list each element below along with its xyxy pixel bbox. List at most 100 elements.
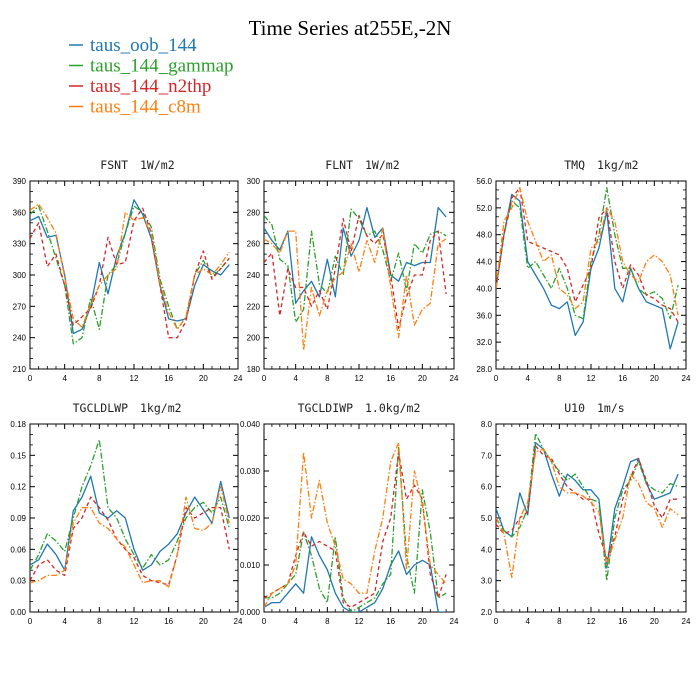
- x-tick-label: 0: [494, 617, 499, 626]
- y-tick-label: 48.0: [476, 231, 492, 240]
- panel-title: FLNT: [325, 158, 353, 172]
- y-tick-label: 260: [247, 240, 261, 249]
- series-line-taus_oob_144: [264, 536, 447, 612]
- y-tick-label: 220: [247, 302, 261, 311]
- y-tick-label: 0.18: [10, 420, 26, 429]
- x-tick-label: 16: [618, 617, 627, 626]
- series-line-taus_144_c8m: [496, 187, 679, 316]
- panel-units: 1kg/m2: [597, 158, 639, 172]
- series-line-taus_144_c8m: [30, 203, 230, 330]
- x-tick-label: 8: [325, 374, 330, 383]
- y-tick-label: 40.0: [476, 284, 492, 293]
- panel-fsnt: FSNT 1W/m2 210 240 270 300 330 360 390 0 4 8 12 16 20 2…: [13, 158, 243, 383]
- x-tick-label: 4: [525, 617, 530, 626]
- plot-frame: [495, 423, 687, 613]
- panel-tgcldlwp: TGCLDLWP 1kg/m2 0.00 0.03 0.06 0.09 0.12 0.15 0.…: [10, 401, 243, 626]
- y-tick-label: 5.0: [481, 514, 493, 523]
- panel-u10: U10 1m/s 2.0 3.0 4.0 5.0 6.0 7.0 8.0 0 4 8 12 16 20 24: [481, 401, 691, 626]
- x-tick-label: 24: [682, 617, 691, 626]
- panel-title: TGCLDIWP: [298, 401, 353, 415]
- y-tick-label: 0.040: [240, 420, 261, 429]
- y-tick-label: 8.0: [481, 420, 493, 429]
- y-tick-label: 210: [13, 365, 27, 374]
- plot-frame: [29, 423, 239, 613]
- x-tick-label: 8: [97, 617, 102, 626]
- panel-title: TMQ: [564, 158, 585, 172]
- series-line-taus_144_gammap: [30, 439, 230, 571]
- series-line-taus_144_c8m: [30, 486, 230, 588]
- panel-units: 1W/m2: [140, 158, 175, 172]
- series-line-taus_144_n2thp: [496, 187, 679, 323]
- legend-entry: taus_144_c8m: [90, 97, 201, 118]
- x-tick-label: 0: [494, 374, 499, 383]
- y-tick-label: 390: [13, 177, 27, 186]
- y-tick-label: 200: [247, 334, 261, 343]
- x-tick-label: 20: [199, 374, 208, 383]
- series-line-taus_144_n2thp: [30, 207, 230, 339]
- panel-units: 1.0kg/m2: [365, 401, 420, 415]
- plot-frame: [263, 423, 455, 613]
- y-tick-label: 0.00: [10, 608, 26, 617]
- series-line-taus_144_gammap: [496, 187, 679, 320]
- legend-entry: taus_oob_144: [90, 35, 197, 56]
- x-tick-label: 20: [650, 617, 659, 626]
- panel-tgcldiwp: TGCLDIWP 1.0kg/m2 0.000 0.010 0.020 0.030 0.04…: [240, 401, 459, 626]
- panel-title: U10: [564, 401, 585, 415]
- y-tick-label: 180: [247, 365, 261, 374]
- x-tick-label: 24: [234, 617, 243, 626]
- series-line-taus_144_gammap: [264, 446, 447, 612]
- x-tick-label: 8: [557, 374, 562, 383]
- series-line-taus_144_gammap: [264, 208, 447, 323]
- series-line-taus_144_n2thp: [30, 496, 230, 586]
- x-tick-label: 24: [234, 374, 243, 383]
- x-tick-label: 12: [130, 374, 139, 383]
- x-tick-label: 20: [650, 374, 659, 383]
- legend: taus_oob_144taus_144_gammaptaus_144_n2th…: [69, 35, 234, 118]
- y-tick-label: 0.03: [10, 577, 26, 586]
- series-line-taus_144_n2thp: [264, 451, 447, 608]
- y-tick-label: 0.09: [10, 514, 26, 523]
- y-tick-label: 56.0: [476, 177, 492, 186]
- y-tick-label: 270: [13, 302, 27, 311]
- panel-units: 1kg/m2: [140, 401, 182, 415]
- x-tick-label: 0: [28, 374, 33, 383]
- y-tick-label: 300: [247, 177, 261, 186]
- y-tick-label: 44.0: [476, 258, 492, 267]
- y-tick-label: 3.0: [481, 577, 493, 586]
- y-tick-label: 0.12: [10, 483, 26, 492]
- series-line-taus_oob_144: [30, 475, 230, 571]
- x-tick-label: 4: [525, 374, 530, 383]
- y-tick-label: 36.0: [476, 311, 492, 320]
- x-tick-label: 8: [325, 617, 330, 626]
- x-tick-label: 24: [450, 617, 459, 626]
- y-tick-label: 4.0: [481, 545, 493, 554]
- y-tick-label: 7.0: [481, 451, 493, 460]
- y-tick-label: 28.0: [476, 365, 492, 374]
- y-tick-label: 0.030: [240, 467, 261, 476]
- x-tick-label: 12: [587, 374, 596, 383]
- legend-entry: taus_144_gammap: [90, 56, 234, 77]
- y-tick-label: 0.06: [10, 545, 26, 554]
- y-tick-label: 280: [247, 208, 261, 217]
- figure-title: Time Series at255E,-2N: [249, 16, 452, 40]
- series-line-taus_144_n2thp: [264, 214, 447, 329]
- x-tick-label: 16: [164, 617, 173, 626]
- series-line-taus_144_c8m: [496, 448, 679, 579]
- series-line-taus_144_c8m: [264, 227, 447, 351]
- x-tick-label: 12: [587, 617, 596, 626]
- x-tick-label: 0: [28, 617, 33, 626]
- x-tick-label: 8: [97, 374, 102, 383]
- x-tick-label: 0: [262, 374, 267, 383]
- y-tick-label: 6.0: [481, 483, 493, 492]
- x-tick-label: 4: [62, 374, 67, 383]
- x-tick-label: 4: [293, 617, 298, 626]
- y-tick-label: 0.010: [240, 561, 261, 570]
- x-tick-label: 16: [164, 374, 173, 383]
- series-line-taus_oob_144: [264, 206, 447, 304]
- y-tick-label: 2.0: [481, 608, 493, 617]
- panel-units: 1W/m2: [365, 158, 400, 172]
- y-tick-label: 32.0: [476, 338, 492, 347]
- x-tick-label: 0: [262, 617, 267, 626]
